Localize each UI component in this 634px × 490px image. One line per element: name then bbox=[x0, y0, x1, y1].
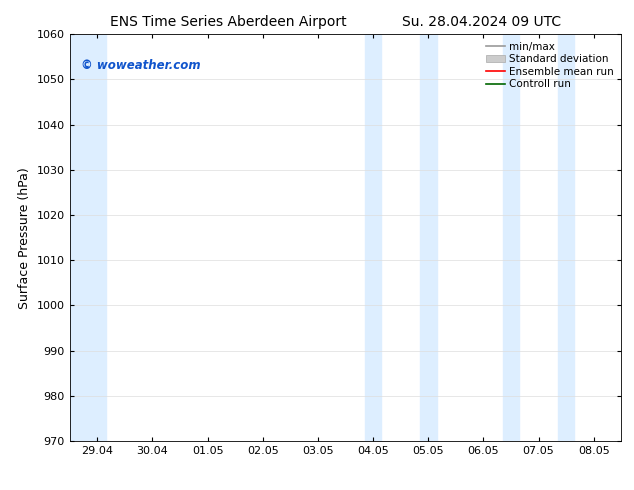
Bar bbox=[365, 34, 382, 441]
Y-axis label: Surface Pressure (hPa): Surface Pressure (hPa) bbox=[18, 167, 31, 309]
Text: Su. 28.04.2024 09 UTC: Su. 28.04.2024 09 UTC bbox=[403, 15, 561, 29]
Bar bbox=[420, 34, 437, 441]
Bar bbox=[558, 34, 574, 441]
Text: ENS Time Series Aberdeen Airport: ENS Time Series Aberdeen Airport bbox=[110, 15, 347, 29]
Bar bbox=[70, 34, 106, 441]
Text: © woweather.com: © woweather.com bbox=[81, 59, 200, 72]
Legend: min/max, Standard deviation, Ensemble mean run, Controll run: min/max, Standard deviation, Ensemble me… bbox=[484, 40, 616, 92]
Bar bbox=[503, 34, 519, 441]
